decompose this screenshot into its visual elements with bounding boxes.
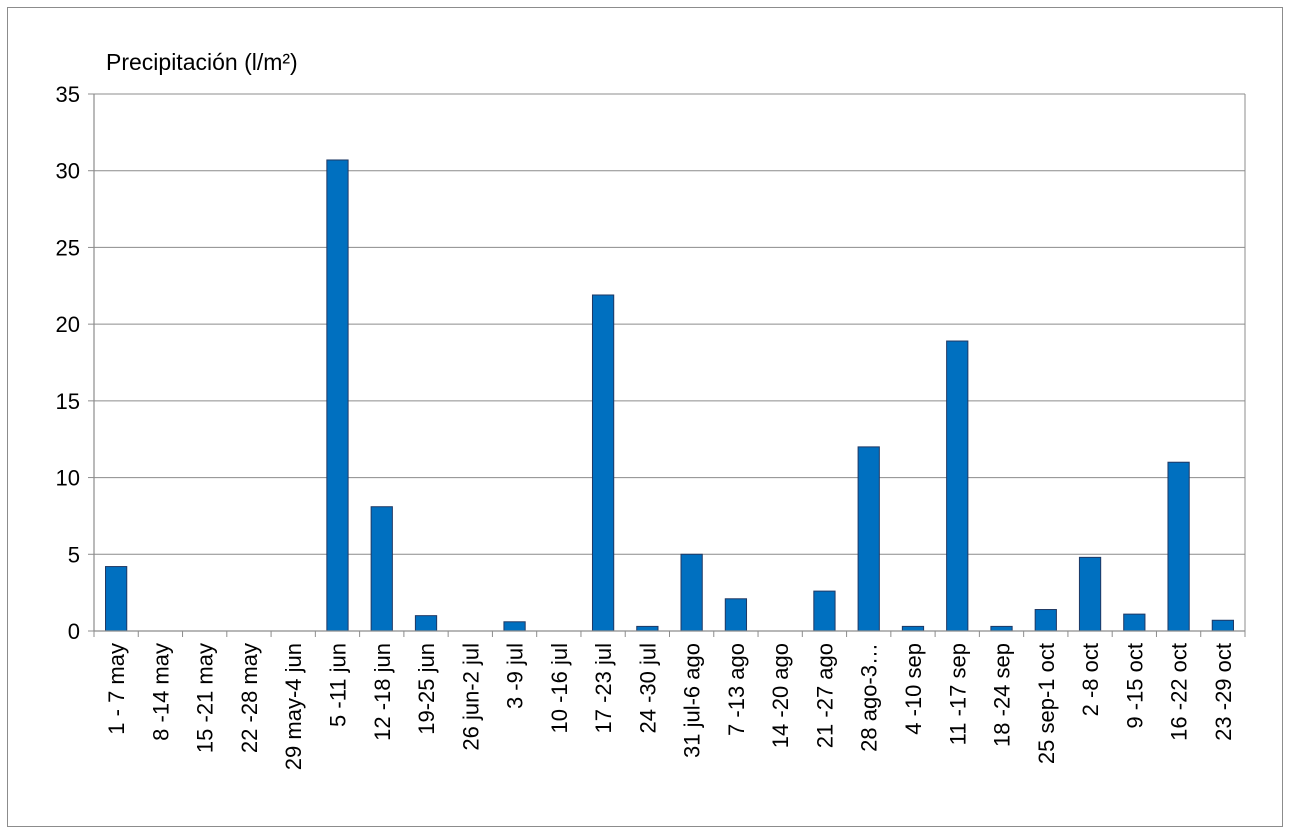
bar bbox=[370, 506, 393, 632]
y-tick-label: 15 bbox=[56, 389, 80, 414]
x-tick-label: 21 -27 ago bbox=[812, 643, 837, 748]
bar bbox=[1034, 609, 1057, 632]
x-tick-label: 26 jun-2 jul bbox=[458, 643, 483, 751]
y-tick-label: 0 bbox=[68, 619, 80, 644]
chart-frame bbox=[7, 7, 1283, 827]
bar bbox=[1211, 619, 1234, 632]
x-tick-label: 19-25 jun bbox=[414, 643, 439, 735]
y-tick-label: 5 bbox=[68, 542, 80, 567]
x-tick-label: 10 -16 jul bbox=[547, 643, 572, 734]
bar bbox=[326, 159, 349, 632]
x-tick-label: 16 -22 oct bbox=[1167, 643, 1192, 741]
bar bbox=[990, 625, 1013, 632]
y-tick-label: 20 bbox=[56, 312, 80, 337]
x-tick-label: 15 -21 may bbox=[193, 643, 218, 753]
bar bbox=[1078, 556, 1102, 632]
x-tick-label: 11 -17 sep bbox=[945, 643, 970, 745]
bar bbox=[857, 446, 880, 632]
bar bbox=[1123, 613, 1146, 632]
bar bbox=[813, 590, 836, 632]
gridlines bbox=[94, 93, 1245, 555]
x-tick-labels: 1 - 7 may 8 -14 may 15 -21 may 22 -28 may 29… bbox=[104, 643, 1236, 770]
x-tick-label: 4 -10 sep bbox=[901, 643, 926, 735]
x-tick-label: 3 -9 jul bbox=[503, 643, 528, 709]
y-tick-label: 10 bbox=[56, 466, 80, 491]
x-tick-label: 25 sep-1 oct bbox=[1034, 643, 1059, 764]
y-axis-title: Precipitación (l/m²) bbox=[106, 49, 298, 75]
bar bbox=[724, 598, 748, 632]
x-tick-label: 31 jul-6 ago bbox=[680, 643, 705, 758]
bar bbox=[414, 615, 438, 632]
y-tick-labels: 0 5 10 15 20 25 30 35 bbox=[56, 82, 80, 644]
x-tick-label: 5 -11 jun bbox=[325, 643, 350, 727]
bar bbox=[680, 553, 703, 632]
x-tick-label: 28 ago-3… bbox=[857, 643, 882, 752]
bar bbox=[636, 625, 659, 632]
x-tick-label: 12 -18 jun bbox=[370, 643, 395, 741]
x-tick-label: 1 - 7 may bbox=[104, 643, 129, 735]
bar bbox=[946, 340, 969, 632]
x-tick-label: 23 -29 oct bbox=[1211, 643, 1236, 741]
y-tick-label: 35 bbox=[56, 82, 80, 107]
bar bbox=[105, 566, 128, 632]
x-tick-label: 24 -30 jul bbox=[635, 643, 660, 734]
axes bbox=[88, 93, 1246, 637]
x-tick-label: 18 -24 sep bbox=[990, 643, 1015, 747]
x-tick-label: 22 -28 may bbox=[237, 643, 262, 753]
x-tick-label: 14 -20 ago bbox=[768, 643, 793, 748]
x-tick-label: 7 -13 ago bbox=[724, 643, 749, 736]
x-tick-label: 8 -14 may bbox=[148, 643, 173, 741]
bar bbox=[591, 294, 615, 632]
y-tick-label: 25 bbox=[56, 235, 80, 260]
bar bbox=[503, 621, 526, 632]
x-tick-label: 9 -15 oct bbox=[1122, 643, 1147, 729]
x-tick-label: 2 -8 oct bbox=[1078, 643, 1103, 716]
bars bbox=[105, 159, 1234, 632]
bar bbox=[1167, 461, 1190, 632]
x-tick-label: 17 -23 jul bbox=[591, 643, 616, 734]
y-tick-label: 30 bbox=[56, 159, 80, 184]
x-tick-label: 29 may-4 jun bbox=[281, 643, 306, 770]
bar bbox=[901, 625, 925, 632]
